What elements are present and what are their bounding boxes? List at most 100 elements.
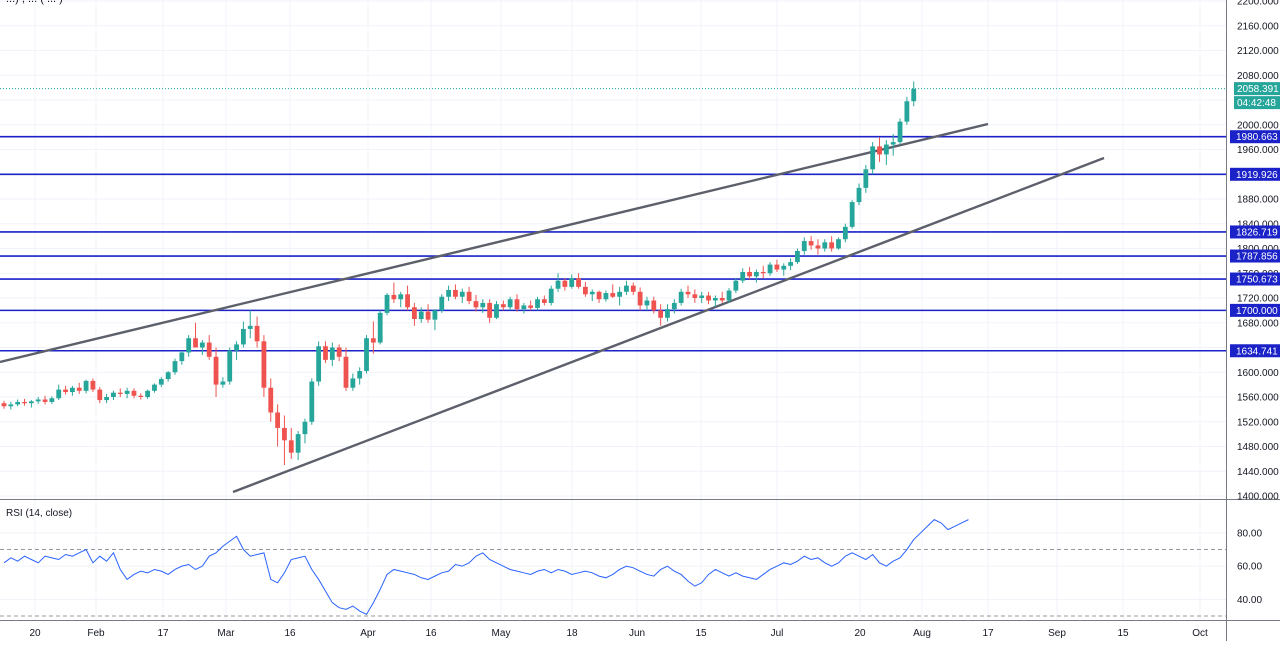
candle bbox=[849, 200, 855, 229]
time-label: 16 bbox=[425, 628, 437, 639]
candle bbox=[193, 322, 198, 348]
candle bbox=[316, 341, 322, 386]
candle bbox=[870, 142, 876, 175]
candle bbox=[644, 296, 650, 311]
candle bbox=[822, 239, 828, 252]
candle bbox=[808, 236, 814, 250]
candle-body bbox=[897, 121, 903, 143]
candle-body bbox=[377, 312, 383, 343]
candle-body bbox=[535, 299, 540, 308]
candle-body bbox=[28, 401, 34, 404]
candle-body bbox=[842, 226, 848, 240]
candle-body bbox=[193, 338, 198, 348]
candle-body bbox=[610, 293, 616, 297]
candle bbox=[719, 291, 725, 303]
candle-body bbox=[152, 384, 157, 391]
candle bbox=[541, 295, 547, 306]
candle-body bbox=[754, 272, 759, 277]
candle-body bbox=[815, 245, 821, 249]
candle-body bbox=[678, 291, 684, 303]
candle bbox=[179, 350, 185, 365]
candle bbox=[514, 294, 520, 312]
candle bbox=[706, 291, 711, 305]
candle-body bbox=[56, 389, 62, 399]
candle bbox=[658, 304, 664, 326]
candle bbox=[500, 300, 506, 311]
candle bbox=[56, 384, 62, 401]
candle bbox=[172, 358, 178, 375]
candle-body bbox=[733, 280, 739, 291]
candle bbox=[466, 286, 472, 305]
candle bbox=[911, 81, 917, 107]
candle bbox=[158, 377, 164, 388]
candle bbox=[671, 299, 677, 314]
level-tag-label: 1980.663 bbox=[1236, 132, 1278, 143]
time-label: 16 bbox=[284, 628, 296, 639]
level-tag-label: 1750.673 bbox=[1236, 275, 1278, 286]
candle-body bbox=[131, 390, 137, 396]
candle bbox=[42, 395, 48, 405]
candle bbox=[377, 310, 383, 345]
price-label: 2080.000 bbox=[1237, 71, 1279, 82]
candle bbox=[596, 290, 602, 303]
candle bbox=[234, 341, 239, 360]
candle-body bbox=[302, 421, 308, 435]
candle-body bbox=[836, 239, 841, 249]
candle bbox=[678, 288, 684, 306]
candle-body bbox=[370, 338, 376, 343]
trendline-1 bbox=[232, 156, 1105, 494]
level-tag-label: 1634.741 bbox=[1236, 346, 1278, 357]
candle bbox=[473, 294, 479, 312]
candle-body bbox=[336, 347, 342, 357]
candle bbox=[453, 284, 458, 300]
rsi-axis-label: 60.00 bbox=[1237, 562, 1262, 573]
candle-body bbox=[432, 310, 438, 320]
candle bbox=[665, 304, 670, 322]
candle-body bbox=[863, 169, 869, 188]
candle bbox=[398, 291, 404, 308]
candle bbox=[829, 236, 835, 252]
candle-body bbox=[158, 379, 164, 385]
candle-body bbox=[418, 311, 424, 320]
candle-body bbox=[719, 298, 725, 301]
countdown-label: 04:42:48 bbox=[1237, 98, 1276, 109]
candle-body bbox=[822, 242, 828, 249]
trendline-0 bbox=[0, 122, 989, 364]
candle-body bbox=[76, 387, 82, 391]
candle-body bbox=[206, 342, 212, 357]
candle-body bbox=[774, 264, 780, 270]
price-label: 1400.000 bbox=[1237, 492, 1279, 503]
price-label: 2120.000 bbox=[1237, 46, 1279, 57]
candle-body bbox=[405, 294, 410, 308]
candle bbox=[323, 341, 328, 363]
candle-body bbox=[747, 272, 752, 277]
level-tag-box bbox=[1230, 303, 1280, 317]
candle bbox=[199, 340, 205, 355]
candle bbox=[528, 300, 534, 311]
price-label: 1720.000 bbox=[1237, 294, 1279, 305]
candle bbox=[446, 285, 451, 302]
candle bbox=[275, 404, 280, 447]
candle-body bbox=[398, 294, 404, 300]
candle-body bbox=[617, 291, 622, 297]
time-label: 17 bbox=[157, 628, 169, 639]
time-label: 18 bbox=[566, 628, 578, 639]
price-label: 1680.000 bbox=[1237, 318, 1279, 329]
time-label: Jul bbox=[771, 628, 784, 639]
candle-body bbox=[234, 344, 239, 351]
candle-body bbox=[541, 299, 547, 303]
level-tag-box bbox=[1230, 272, 1280, 286]
candle-body bbox=[658, 310, 664, 318]
candle bbox=[145, 389, 151, 399]
candle bbox=[370, 321, 376, 354]
price-label: 2160.000 bbox=[1237, 21, 1279, 32]
candle bbox=[432, 309, 438, 331]
candle-body bbox=[254, 325, 260, 342]
horizontal-levels bbox=[0, 135, 1226, 352]
candle bbox=[712, 295, 718, 307]
candle bbox=[883, 140, 889, 165]
candle bbox=[357, 367, 363, 385]
price-label: 1480.000 bbox=[1237, 442, 1279, 453]
candle bbox=[569, 274, 575, 289]
